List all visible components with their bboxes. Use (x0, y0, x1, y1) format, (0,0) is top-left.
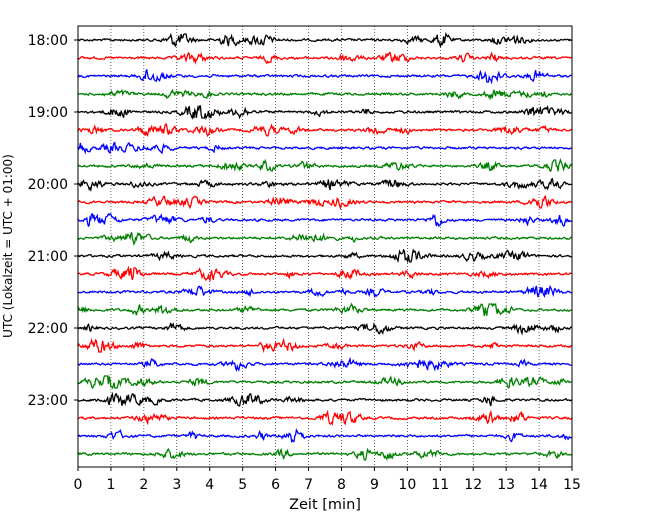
trace-1915 (77, 122, 572, 138)
x-tick-label: 1 (106, 477, 115, 493)
x-tick-label: 0 (74, 477, 83, 493)
trace-2200 (77, 322, 572, 336)
x-tick-label: 13 (497, 477, 515, 493)
trace-2245 (77, 374, 572, 390)
plot-frame (77, 25, 573, 468)
x-tick-label: 8 (337, 477, 346, 493)
y-tick-label: 21:00 (28, 249, 68, 265)
trace-2215 (77, 337, 572, 354)
x-tick-label: 15 (563, 477, 581, 493)
trace-1845 (77, 88, 573, 101)
x-tick-label: 12 (464, 477, 482, 493)
trace-1900 (77, 104, 573, 121)
trace-1800 (77, 32, 572, 49)
seismogram-traces (77, 32, 573, 461)
x-axis-label: Zeit [min] (289, 497, 361, 513)
trace-2315 (77, 409, 573, 426)
trace-2000 (77, 177, 572, 193)
trace-2100 (77, 248, 572, 264)
y-tick-label: 19:00 (28, 105, 68, 121)
trace-2345 (77, 447, 572, 461)
x-tick-label: 10 (398, 477, 416, 493)
x-tick-label: 9 (370, 477, 379, 493)
trace-2045 (77, 231, 572, 246)
x-tick-label: 14 (530, 477, 548, 493)
x-tick-label: 2 (139, 477, 148, 493)
trace-2230 (77, 356, 572, 373)
y-tick-label: 20:00 (28, 177, 68, 193)
x-tick-label: 3 (172, 477, 181, 493)
y-axis: 18:00 19:00 20:00 21:00 22:00 23:00 (28, 33, 78, 409)
x-tick-label: 11 (431, 477, 449, 493)
x-tick-label: 4 (205, 477, 214, 493)
trace-2015 (77, 194, 572, 211)
trace-1815 (77, 51, 573, 65)
y-tick-label: 18:00 (28, 33, 68, 49)
trace-2330 (77, 428, 572, 443)
y-tick-label: 23:00 (28, 393, 68, 409)
x-tick-label: 6 (271, 477, 280, 493)
y-tick-label: 22:00 (28, 321, 68, 337)
trace-2115 (77, 265, 572, 282)
trace-1830 (77, 68, 572, 85)
y-axis-label: UTC (Lokalzeit = UTC + 01:00) (1, 154, 15, 338)
x-axis: 0 1 2 3 4 5 6 7 8 9 10 11 12 13 14 15 (74, 467, 581, 493)
trace-1930 (77, 141, 572, 155)
trace-2300 (77, 391, 573, 407)
trace-2030 (77, 212, 572, 228)
trace-1945 (77, 157, 573, 172)
x-tick-label: 7 (304, 477, 313, 493)
x-tick-label: 5 (238, 477, 247, 493)
trace-2130 (77, 284, 572, 299)
trace-2145 (77, 302, 572, 317)
